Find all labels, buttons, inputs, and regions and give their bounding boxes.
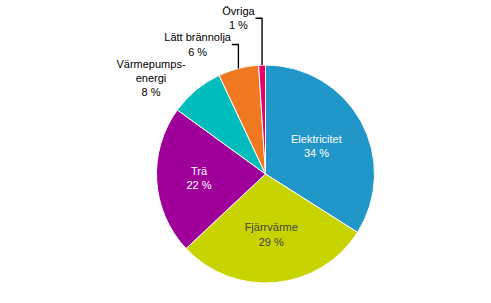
svg-text:Lätt brännolja6 %: Lätt brännolja6 % [164, 31, 232, 57]
svg-text:Övriga1 %: Övriga1 % [222, 5, 255, 31]
svg-text:Fjärrvärme29 %: Fjärrvärme29 % [245, 221, 298, 247]
svg-text:Elektricitet34 %: Elektricitet34 % [291, 133, 342, 159]
svg-text:Trä22 %: Trä22 % [186, 165, 211, 191]
svg-text:Värmepumps-energi8 %: Värmepumps-energi8 % [116, 58, 185, 99]
